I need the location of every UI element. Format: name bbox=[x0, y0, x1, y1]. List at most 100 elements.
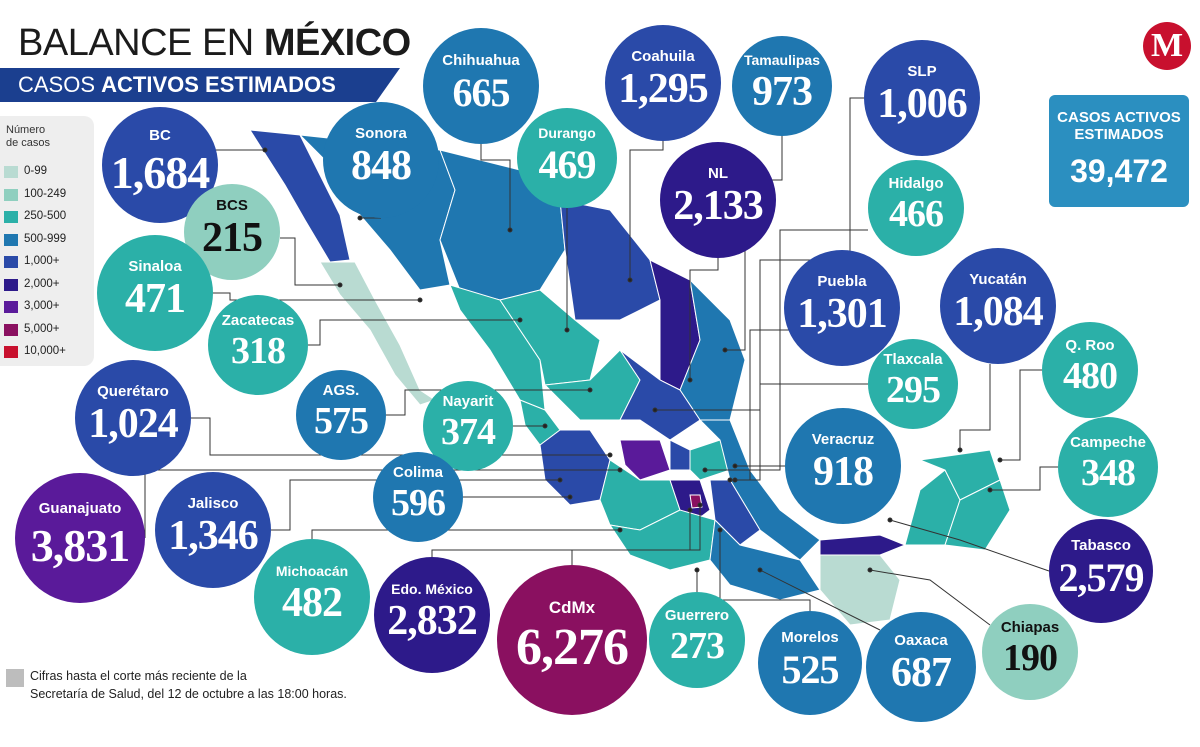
state-name: Guanajuato bbox=[38, 500, 122, 518]
state-bubble-coahuila: Coahuila 1,295 bbox=[605, 25, 721, 141]
state-value: 973 bbox=[752, 69, 813, 116]
state-bubble-durango: Durango 469 bbox=[517, 108, 617, 208]
state-value: 480 bbox=[1063, 355, 1118, 398]
leader-line-campeche bbox=[990, 466, 1058, 491]
leader-line-yucatan bbox=[959, 364, 991, 450]
page-title: BALANCE EN MÉXICO bbox=[18, 22, 411, 65]
state-bubble-tlaxcala: Tlaxcala 295 bbox=[868, 339, 958, 429]
state-bubble-guerrero: Guerrero 273 bbox=[649, 592, 745, 688]
state-name: Veracruz bbox=[811, 430, 875, 448]
leader-dot-colima bbox=[567, 494, 573, 500]
leader-dot-edomex bbox=[687, 507, 693, 513]
state-name: Puebla bbox=[817, 272, 867, 290]
state-value: 1,006 bbox=[877, 81, 968, 128]
leader-line-qroo bbox=[1000, 369, 1042, 461]
state-bubble-qroo: Q. Roo 480 bbox=[1042, 322, 1138, 418]
state-name: Tamaulipas bbox=[744, 51, 820, 68]
state-name: Sonora bbox=[355, 124, 407, 142]
leader-dot-jalisco bbox=[557, 477, 563, 483]
legend-label: 500-999 bbox=[24, 232, 67, 245]
state-bubble-zacatecas: Zacatecas 318 bbox=[208, 295, 308, 395]
state-value: 466 bbox=[889, 193, 944, 236]
leader-dot-queretaro bbox=[607, 452, 613, 458]
state-name: Michoacán bbox=[275, 562, 349, 579]
state-name: Yucatán bbox=[969, 270, 1027, 288]
state-bubble-chiapas: Chiapas 190 bbox=[982, 604, 1078, 700]
leader-dot-sinaloa bbox=[417, 297, 423, 303]
state-name: BC bbox=[149, 127, 171, 145]
state-bubble-puebla: Puebla 1,301 bbox=[784, 250, 900, 366]
state-value: 215 bbox=[202, 215, 263, 262]
leader-line-sinaloa bbox=[213, 292, 420, 301]
leader-line-oaxaca bbox=[759, 569, 881, 631]
state-name: Hidalgo bbox=[888, 175, 944, 193]
leader-dot-oaxaca bbox=[757, 567, 763, 573]
state-name: Q. Roo bbox=[1065, 337, 1115, 355]
leader-dot-bc bbox=[262, 147, 268, 153]
leader-line-ags bbox=[386, 389, 590, 416]
total-label: CASOS ACTIVOS ESTIMADOS bbox=[1049, 109, 1189, 143]
legend-swatch bbox=[4, 188, 18, 201]
state-bubble-tamaulipas: Tamaulipas 973 bbox=[732, 36, 832, 136]
state-value: 1,301 bbox=[797, 291, 888, 338]
leader-dot-bcs bbox=[337, 282, 343, 288]
state-bubble-bc: BC 1,684 bbox=[102, 107, 218, 223]
legend-label: 5,000+ bbox=[24, 322, 60, 335]
state-bubble-slp: SLP 1,006 bbox=[864, 40, 980, 156]
legend-label: 1,000+ bbox=[24, 255, 60, 267]
map-region-guanajuato bbox=[619, 439, 671, 481]
leader-dot-nayarit bbox=[542, 423, 548, 429]
leader-dot-durango bbox=[564, 327, 570, 333]
legend-swatch bbox=[4, 278, 18, 291]
legend-swatch bbox=[4, 166, 18, 178]
legend-swatch bbox=[4, 301, 18, 313]
leader-dot-veracruz bbox=[732, 463, 738, 469]
state-bubble-yucatan: Yucatán 1,084 bbox=[940, 248, 1056, 364]
state-name: Tlaxcala bbox=[883, 351, 943, 369]
state-bubble-morelos: Morelos 525 bbox=[758, 611, 862, 715]
state-name: SLP bbox=[907, 62, 937, 80]
state-value: 918 bbox=[813, 449, 874, 496]
state-name: Oaxaca bbox=[894, 631, 948, 649]
state-value: 471 bbox=[125, 276, 186, 323]
map-region-puebla bbox=[709, 479, 761, 546]
legend: Número de casos 0-99 100-249 250-500 500-99… bbox=[0, 116, 94, 366]
leader-dot-puebla bbox=[727, 477, 733, 483]
map-region-coahuila bbox=[559, 199, 661, 321]
map-region-qroo bbox=[944, 479, 1011, 551]
legend-swatch bbox=[4, 346, 18, 358]
total-label-line2: ESTIMADOS bbox=[1074, 126, 1164, 143]
state-name: BCS bbox=[216, 196, 248, 214]
state-value: 687 bbox=[891, 650, 952, 697]
state-name: Querétaro bbox=[97, 382, 169, 400]
leader-dot-hidalgo bbox=[702, 467, 708, 473]
leader-line-chiapas bbox=[869, 569, 991, 626]
state-name: CdMx bbox=[548, 597, 596, 617]
state-name: Edo. México bbox=[391, 580, 473, 597]
leader-dot-sonora bbox=[357, 215, 363, 221]
leader-dot-morelos bbox=[717, 527, 723, 533]
state-bubble-guanajuato: Guanajuato 3,831 bbox=[15, 473, 145, 603]
state-value: 6,276 bbox=[516, 619, 629, 677]
footnote-marker bbox=[6, 669, 24, 687]
state-value: 3,831 bbox=[30, 519, 131, 571]
subtitle-light: CASOS bbox=[18, 72, 102, 97]
state-name: Coahuila bbox=[631, 47, 695, 65]
state-name: Chiapas bbox=[1000, 619, 1060, 637]
state-name: Sinaloa bbox=[128, 257, 182, 275]
state-value: 295 bbox=[886, 369, 941, 412]
title-light: BALANCE EN bbox=[18, 22, 264, 64]
state-value: 469 bbox=[538, 142, 597, 188]
leader-dot-ags bbox=[587, 387, 593, 393]
state-value: 374 bbox=[441, 411, 496, 454]
state-value: 1,295 bbox=[618, 66, 709, 113]
leader-line-michoacan bbox=[311, 529, 620, 539]
footnote: Cifras hasta el corte más reciente de la… bbox=[30, 667, 347, 703]
state-value: 1,684 bbox=[110, 146, 211, 198]
state-bubble-veracruz: Veracruz 918 bbox=[785, 408, 901, 524]
leader-line-tabasco bbox=[889, 519, 1050, 572]
subtitle-bold: ACTIVOS ESTIMADOS bbox=[101, 72, 336, 97]
leader-line-morelos bbox=[719, 530, 811, 611]
leader-line-chihuahua bbox=[480, 144, 511, 230]
